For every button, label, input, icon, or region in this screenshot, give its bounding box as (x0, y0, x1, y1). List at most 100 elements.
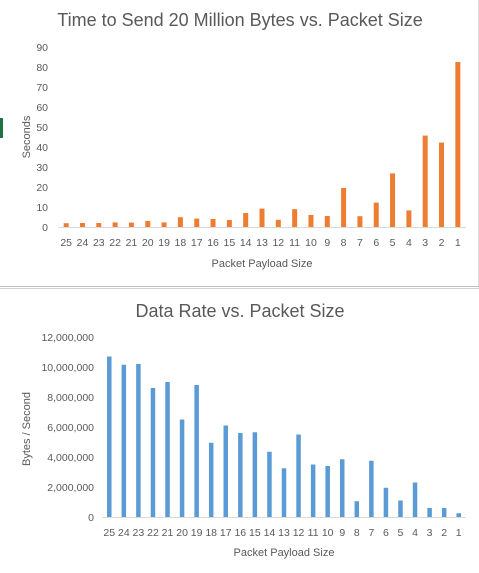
bar[interactable] (136, 364, 141, 517)
bar[interactable] (161, 222, 167, 227)
bar[interactable] (427, 508, 432, 517)
x-tick-label: 8 (341, 237, 347, 249)
bar[interactable] (292, 209, 298, 227)
bar[interactable] (145, 221, 151, 227)
x-tick-label: 15 (249, 527, 261, 539)
bar[interactable] (281, 468, 287, 517)
bar[interactable] (441, 508, 447, 517)
bar[interactable] (412, 482, 418, 518)
bar[interactable] (390, 173, 396, 227)
x-tick-label: 21 (126, 237, 138, 249)
x-tick-label: 18 (175, 237, 187, 249)
x-tick-label: 19 (158, 237, 170, 249)
y-tick-label: 90 (36, 42, 48, 54)
x-tick-label: 7 (357, 237, 363, 249)
x-tick-label: 5 (390, 237, 396, 249)
x-tick-label: 4 (412, 527, 418, 539)
bar[interactable] (112, 222, 118, 227)
x-tick-label: 25 (60, 237, 72, 249)
bar[interactable] (150, 388, 156, 517)
bar[interactable] (177, 217, 183, 227)
x-tick-label: 16 (207, 237, 219, 249)
bar[interactable] (398, 500, 403, 518)
x-tick-label: 2 (441, 527, 447, 539)
x-tick-label: 15 (224, 237, 236, 249)
bar[interactable] (275, 219, 281, 227)
y-tick-label: 80 (36, 62, 48, 74)
x-tick-label: 8 (354, 527, 360, 539)
y-tick-label: 0 (88, 512, 94, 524)
x-tick-label: 24 (118, 527, 130, 539)
bar[interactable] (259, 208, 265, 227)
bar[interactable] (456, 513, 461, 517)
bar[interactable] (422, 135, 428, 227)
x-tick-label: 17 (191, 237, 203, 249)
bar[interactable] (226, 220, 232, 227)
bar[interactable] (243, 213, 249, 227)
x-tick-label: 1 (455, 237, 461, 249)
bar[interactable] (383, 487, 389, 517)
x-tick-label: 7 (368, 527, 374, 539)
x-tick-label: 11 (308, 527, 319, 539)
bar[interactable] (455, 62, 461, 227)
bar[interactable] (252, 432, 258, 517)
x-tick-label: 3 (422, 237, 428, 249)
bar[interactable] (238, 433, 243, 517)
x-tick-label: 20 (142, 237, 154, 249)
x-tick-label: 24 (77, 237, 89, 249)
bar[interactable] (194, 218, 200, 227)
bar[interactable] (165, 382, 170, 517)
x-tick-label: 5 (398, 527, 404, 539)
y-tick-label: 40 (36, 142, 48, 154)
x-tick-label: 2 (439, 237, 445, 249)
y-tick-label: 20 (36, 182, 48, 194)
x-tick-label: 17 (220, 527, 232, 539)
bar[interactable] (324, 216, 330, 227)
bar[interactable] (357, 216, 363, 227)
time-chart-panel[interactable]: Time to Send 20 Million Bytes vs. Packet… (0, 0, 479, 287)
bar[interactable] (310, 464, 316, 518)
bar[interactable] (107, 356, 112, 518)
y-tick-label: 0 (42, 222, 48, 234)
bar[interactable] (339, 459, 345, 517)
y-tick-label: 10 (36, 202, 48, 214)
x-tick-label: 16 (234, 527, 246, 539)
x-tick-label: 14 (264, 527, 276, 539)
bar[interactable] (325, 466, 330, 517)
bar[interactable] (121, 364, 127, 517)
bar[interactable] (341, 188, 347, 227)
bar[interactable] (210, 219, 216, 227)
bar[interactable] (128, 222, 134, 227)
bar[interactable] (179, 419, 185, 518)
bar[interactable] (223, 425, 229, 518)
y-tick-label: 60 (36, 102, 48, 114)
bar[interactable] (296, 434, 301, 518)
x-tick-label: 23 (133, 527, 145, 539)
bar[interactable] (308, 215, 314, 227)
x-tick-label: 13 (256, 237, 268, 249)
bar[interactable] (373, 202, 379, 227)
x-tick-label: 25 (103, 527, 115, 539)
bar[interactable] (63, 223, 69, 227)
x-tick-label: 12 (293, 527, 305, 539)
bar[interactable] (96, 223, 102, 227)
rate-chart-svg: Data Rate vs. Packet Size Bytes / Second… (21, 301, 466, 559)
rate-chart-panel[interactable]: Data Rate vs. Packet Size Bytes / Second… (0, 288, 479, 573)
bar[interactable] (194, 385, 199, 517)
bar[interactable] (369, 460, 374, 517)
bar[interactable] (354, 501, 360, 517)
x-tick-label: 22 (109, 237, 121, 249)
bar[interactable] (406, 210, 412, 227)
x-tick-label: 10 (322, 527, 334, 539)
bar[interactable] (439, 142, 445, 227)
bar[interactable] (208, 442, 214, 517)
x-tick-label: 19 (191, 527, 203, 539)
x-axis-title: Packet Payload Size (212, 258, 313, 270)
chart-title: Time to Send 20 Million Bytes vs. Packet… (57, 10, 422, 30)
selection-marker (0, 118, 3, 138)
bar[interactable] (267, 451, 272, 517)
x-tick-label: 13 (278, 527, 290, 539)
bar[interactable] (79, 223, 85, 227)
time-chart-svg: Time to Send 20 Million Bytes vs. Packet… (21, 10, 466, 270)
x-tick-label: 6 (383, 527, 389, 539)
